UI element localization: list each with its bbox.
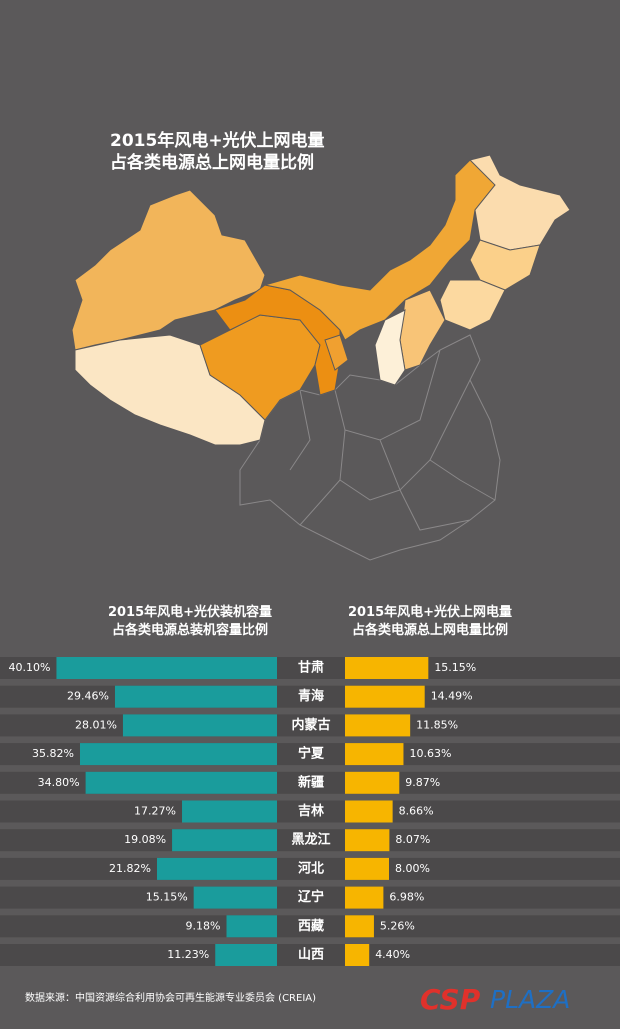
value-label: 11.23% [167,948,209,961]
bar [215,944,277,966]
bar [345,714,411,737]
value-label: 9.87% [405,776,440,789]
map-region [74,334,266,446]
value-label: 29.46% [67,690,109,703]
bar [345,657,429,679]
map-region [71,189,266,351]
legend-entry: 2015年风电+光伏上网电量 占各类电源总上网电量比例 [347,605,513,638]
category-label: 新疆 [298,774,324,790]
bar [345,857,389,880]
map-region [399,289,446,371]
map-region [469,154,571,251]
bar [345,829,390,852]
value-label: 17.27% [134,805,176,818]
category-label: 黑龙江 [291,832,330,848]
value-label: 8.66% [399,805,434,818]
category-label: 内蒙古 [291,717,330,733]
map-region [239,334,501,561]
row-stripe [0,915,620,938]
bar [182,800,277,823]
bar [345,915,374,938]
row-stripe [0,800,620,823]
map-region [324,334,349,371]
logo: PLAZA [490,985,570,1014]
category-label: 西藏 [298,918,324,934]
bar [172,829,277,852]
value-label: 21.82% [109,862,151,875]
value-label: 11.85% [416,718,458,731]
value-label: 14.49% [431,690,473,703]
source-note: 数据来源：中国资源综合利用协会可再生能源专业委员会 (CREIA) [25,991,316,1004]
category-label: 河北 [298,860,324,876]
value-label: 40.10% [8,661,50,674]
bar [85,771,277,794]
bar [193,886,277,909]
row-stripe [0,886,620,909]
legend-entry: 2015年风电+光伏装机容量 占各类电源总装机容量比例 [107,605,273,638]
value-label: 34.80% [38,776,80,789]
category-label: 甘肃 [298,660,324,676]
category-label: 青海 [298,688,324,704]
bar [156,857,277,880]
category-label: 吉林 [298,803,324,819]
bar [79,743,278,766]
row-stripe [0,944,620,966]
value-label: 10.63% [409,747,451,760]
value-label: 6.98% [389,891,424,904]
bar [345,685,425,708]
bar-chart: 甘肃 40.10% 15.15% 青海 29.46% 14.49% 内蒙古 28.01% 11.… [0,657,620,966]
value-label: 35.82% [32,747,74,760]
category-label: 辽宁 [298,889,324,905]
bar [226,915,277,938]
value-label: 8.07% [395,833,430,846]
bar [345,800,393,823]
row-stripe [0,829,620,852]
map-title: 2015年风电+光伏上网电量 占各类电源总上网电量比例 [110,131,325,173]
map-region [439,279,506,331]
map-region [469,239,541,291]
bar [345,771,400,794]
bar [345,944,370,966]
bar [56,657,278,679]
value-label: 28.01% [75,718,117,731]
row-stripe [0,857,620,880]
value-label: 4.40% [375,948,410,961]
map [71,154,571,561]
value-label: 9.18% [186,919,221,932]
logo: CSP [420,983,481,1016]
value-label: 5.26% [380,919,415,932]
category-label: 山西 [298,947,324,963]
category-label: 宁夏 [298,746,325,762]
value-label: 15.15% [434,661,476,674]
map-region [374,309,406,386]
value-label: 19.08% [124,833,166,846]
bar [114,685,277,708]
value-label: 8.00% [395,862,430,875]
bar [345,743,404,766]
bar [345,886,384,909]
bar [122,714,277,737]
value-label: 15.15% [146,891,188,904]
